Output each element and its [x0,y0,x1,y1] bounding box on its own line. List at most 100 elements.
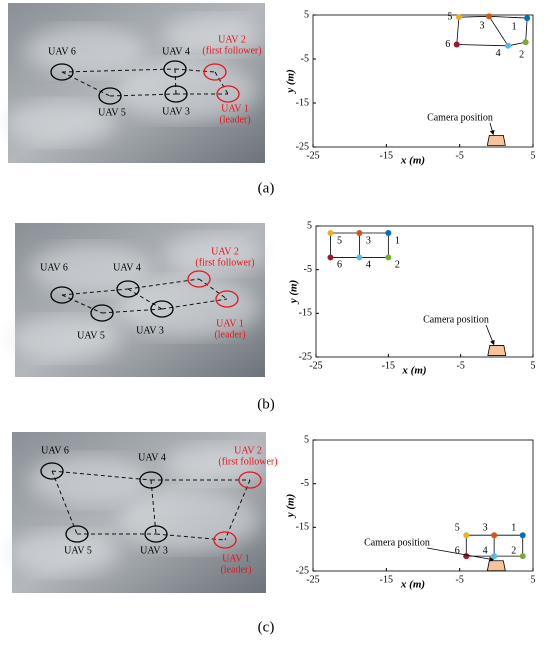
point-label: 4 [483,545,488,556]
point-label: 2 [511,545,516,556]
uav-label: UAV 3 [140,545,168,556]
x-tick-label: -15 [382,360,395,371]
plot-area [316,226,533,357]
x-tick-label: -15 [380,150,393,161]
point-label: 5 [447,11,452,22]
point-label: 3 [483,522,488,533]
uav-point [327,230,333,236]
uav-label: UAV 5 [77,330,105,341]
x-axis-label: x (m) [400,155,425,167]
y-tick-label: -5 [301,53,309,64]
uav-point [486,13,492,19]
y-axis-label: y (m) [285,69,297,95]
uav-point [454,41,460,47]
x-tick-label: -15 [380,574,393,585]
point-label: 4 [496,48,501,59]
uav-point [327,254,333,260]
caption: (a) [258,180,275,196]
camera [488,345,506,355]
uav-label: UAV 3 [136,325,164,336]
photo: UAV 6 UAV 4 UAV 2(first follower) UAV 5 UAV … [10,223,265,377]
uav-label: UAV 6 [40,262,68,273]
uav-note: (first follower) [195,257,254,268]
x-tick-label: -5 [456,360,464,371]
x-tick-label: 5 [531,150,536,161]
uav-label: UAV 2 [211,246,239,257]
camera-label: Camera position [427,112,493,123]
y-tick-label: -15 [299,308,312,319]
y-tick-label: -25 [296,565,309,576]
uav-label: UAV 1 [216,318,244,329]
caption: (c) [258,619,275,635]
x-axis-label: x (m) [401,365,426,377]
uav-point [463,532,469,538]
point-label: 2 [395,260,400,271]
y-tick-label: 5 [304,9,309,20]
uav-label: UAV 2 [234,445,262,456]
uav-note: (leader) [219,114,250,125]
cloud [8,531,118,575]
x-tick-label: -5 [455,150,463,161]
uav-point [491,532,497,538]
uav-point [385,230,391,236]
uav-note: (first follower) [202,45,261,56]
figure: UAV 6UAV 4UAV 2(first follower)UAV 5UAV … [0,0,545,648]
plot-area [313,15,533,147]
uav-label: UAV 1 [221,103,249,114]
point-label: 2 [519,50,524,61]
uav-point [505,43,511,49]
x-tick-label: 5 [531,360,536,371]
point-label: 5 [337,235,342,246]
y-tick-label: -15 [296,97,309,108]
uav-label: UAV 5 [98,107,126,118]
camera [487,135,505,145]
camera-label: Camera position [423,314,489,325]
camera-label: Camera position [364,537,430,548]
point-label: 6 [337,260,342,271]
uav-point [520,532,526,538]
uav-point [456,14,462,20]
uav-note: (leader) [214,329,245,340]
y-tick-label: -5 [301,478,309,489]
cloud [25,26,145,76]
uav-point [463,553,469,559]
page: {"panels": [ {"caption": "(a)", "photo":… [0,0,545,648]
point-label: 6 [455,545,460,556]
y-tick-label: -25 [296,141,309,152]
y-tick-label: -25 [299,351,312,362]
uav-label: UAV 6 [41,445,69,456]
point-label: 5 [455,522,460,533]
point-label: 3 [480,21,485,32]
uav-label: UAV 4 [113,262,141,273]
y-axis-label: y (m) [288,280,300,306]
uav-note: (first follower) [218,456,277,467]
uav-point [356,230,362,236]
uav-point [491,553,497,559]
y-tick-label: -15 [296,522,309,533]
uav-label: UAV 1 [222,553,250,564]
cloud [28,455,148,505]
uav-point [385,254,391,260]
point-label: 1 [511,522,516,533]
uav-label: UAV 2 [218,34,246,45]
y-axis-label: y (m) [285,494,297,520]
plot-area [313,440,533,571]
x-axis-label: x (m) [400,579,425,591]
uav-note: (leader) [220,564,251,575]
uav-label: UAV 3 [162,106,190,117]
point-label: 3 [366,235,371,246]
uav-point [520,553,526,559]
uav-label: UAV 6 [48,46,76,57]
camera [487,561,505,571]
point-label: 4 [366,260,371,271]
uav-point [524,15,530,21]
x-tick-label: 5 [531,574,536,585]
point-label: 1 [395,235,400,246]
caption: (b) [257,396,275,412]
y-tick-label: -5 [304,264,312,275]
point-label: 1 [512,21,517,32]
uav-point [356,254,362,260]
uav-label: UAV 5 [64,545,92,556]
